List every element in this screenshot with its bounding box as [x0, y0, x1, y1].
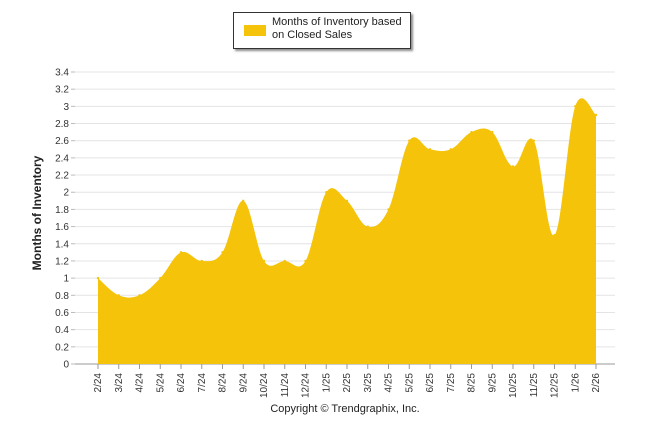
- y-tick-label: 3.4: [55, 68, 69, 79]
- data-point: [179, 251, 183, 254]
- x-tick-label: 11/25: [529, 373, 540, 398]
- data-point: [221, 251, 224, 254]
- x-tick-label: 6/25: [425, 373, 436, 393]
- y-tick-label: 1.4: [55, 239, 69, 250]
- x-tick-label: 5/24: [155, 373, 166, 393]
- x-tick-label: 11/24: [280, 373, 291, 398]
- x-tick-label: 2/25: [342, 373, 353, 393]
- area-series: [96, 98, 598, 364]
- legend-swatch: [244, 25, 266, 36]
- x-tick-label: 10/24: [259, 373, 270, 398]
- y-axis-ticks: 0 0.2 0.4 0.6 0.8 1 1.2 1.4 1.6 1.8 2 2.2 2.4 2.6 2.8 3…: [55, 68, 75, 371]
- data-point: [470, 130, 473, 134]
- y-axis-label: Months of Inventory: [30, 155, 44, 271]
- y-tick-label: 2.6: [55, 136, 69, 147]
- x-tick-label: 3/24: [114, 373, 125, 393]
- x-tick-label: 4/24: [135, 373, 146, 393]
- data-point: [345, 199, 349, 203]
- data-point: [283, 259, 286, 263]
- y-tick-label: 1.6: [55, 222, 69, 233]
- data-point: [553, 233, 556, 237]
- x-tick-label: 2/26: [591, 373, 602, 393]
- data-point: [262, 259, 266, 263]
- x-tick-label: 1/26: [570, 373, 581, 393]
- y-tick-label: 2.2: [55, 171, 69, 182]
- y-tick-label: 2: [63, 188, 69, 199]
- y-tick-label: 0.2: [55, 342, 69, 353]
- legend: Months of Inventory based on Closed Sale…: [233, 12, 411, 49]
- x-tick-label: 5/25: [404, 373, 415, 393]
- legend-label: Months of Inventory based on Closed Sale…: [272, 16, 402, 41]
- x-tick-label: 10/25: [508, 373, 519, 398]
- data-point: [325, 191, 328, 194]
- copyright-text: Copyright © Trendgraphix, Inc.: [270, 403, 420, 415]
- data-point: [449, 148, 452, 151]
- y-tick-label: 0.8: [55, 291, 69, 302]
- data-point: [242, 199, 245, 203]
- x-tick-label: 12/24: [301, 373, 312, 398]
- x-tick-label: 9/24: [238, 373, 249, 393]
- data-point: [532, 139, 535, 142]
- x-tick-label: 8/25: [467, 373, 478, 393]
- x-tick-label: 7/25: [446, 373, 457, 393]
- y-tick-label: 1: [63, 274, 69, 285]
- data-point: [138, 294, 141, 297]
- data-point: [200, 259, 203, 263]
- data-point: [304, 259, 307, 263]
- x-tick-label: 12/25: [550, 373, 561, 398]
- y-tick-label: 0: [63, 360, 69, 371]
- y-tick-label: 2.8: [55, 119, 69, 130]
- x-tick-label: 8/24: [218, 373, 229, 393]
- data-point: [491, 130, 494, 134]
- x-tick-label: 2/24: [93, 373, 104, 393]
- y-tick-label: 0.4: [55, 325, 69, 336]
- data-point: [428, 148, 432, 151]
- area-fill: [98, 98, 596, 364]
- y-tick-label: 3: [63, 102, 69, 113]
- y-tick-label: 1.8: [55, 205, 69, 216]
- x-axis-ticks: 2/24 3/24 4/24 5/24 6/24 7/24 8/24 9/24 10/24 11/…: [93, 364, 602, 398]
- x-tick-label: 6/24: [176, 373, 187, 393]
- y-tick-label: 3.2: [55, 85, 69, 96]
- data-point: [408, 139, 411, 142]
- data-point: [159, 276, 162, 280]
- y-tick-label: 1.2: [55, 256, 69, 267]
- x-tick-label: 9/25: [487, 373, 498, 393]
- x-tick-label: 3/25: [363, 373, 374, 393]
- data-point: [366, 225, 369, 228]
- x-tick-label: 7/24: [197, 373, 208, 393]
- data-point: [387, 208, 390, 211]
- data-point: [117, 294, 120, 297]
- y-tick-label: 0.6: [55, 308, 69, 319]
- x-tick-label: 1/25: [321, 373, 332, 393]
- y-tick-label: 2.4: [55, 153, 69, 164]
- data-point: [96, 276, 100, 280]
- x-tick-label: 4/25: [384, 373, 395, 393]
- data-point: [594, 113, 598, 117]
- data-point: [511, 165, 515, 168]
- data-point: [574, 105, 577, 108]
